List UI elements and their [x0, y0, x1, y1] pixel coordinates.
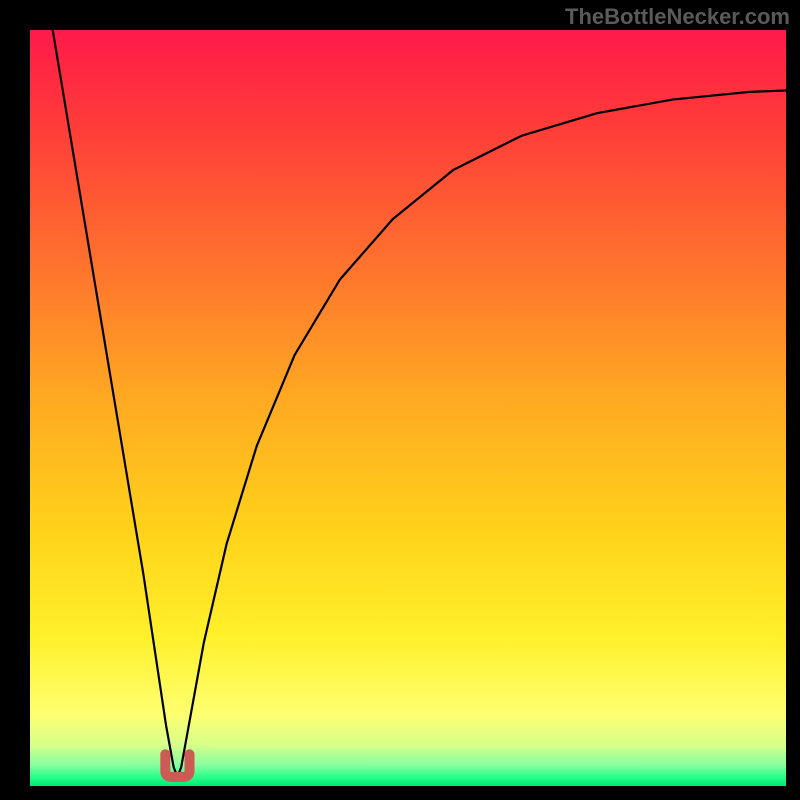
bottleneck-curve — [53, 30, 786, 777]
watermark-text: TheBottleNecker.com — [565, 4, 790, 30]
optimum-marker — [165, 754, 189, 777]
curve-layer — [30, 30, 786, 786]
chart-container: TheBottleNecker.com — [0, 0, 800, 800]
plot-area — [30, 30, 786, 786]
